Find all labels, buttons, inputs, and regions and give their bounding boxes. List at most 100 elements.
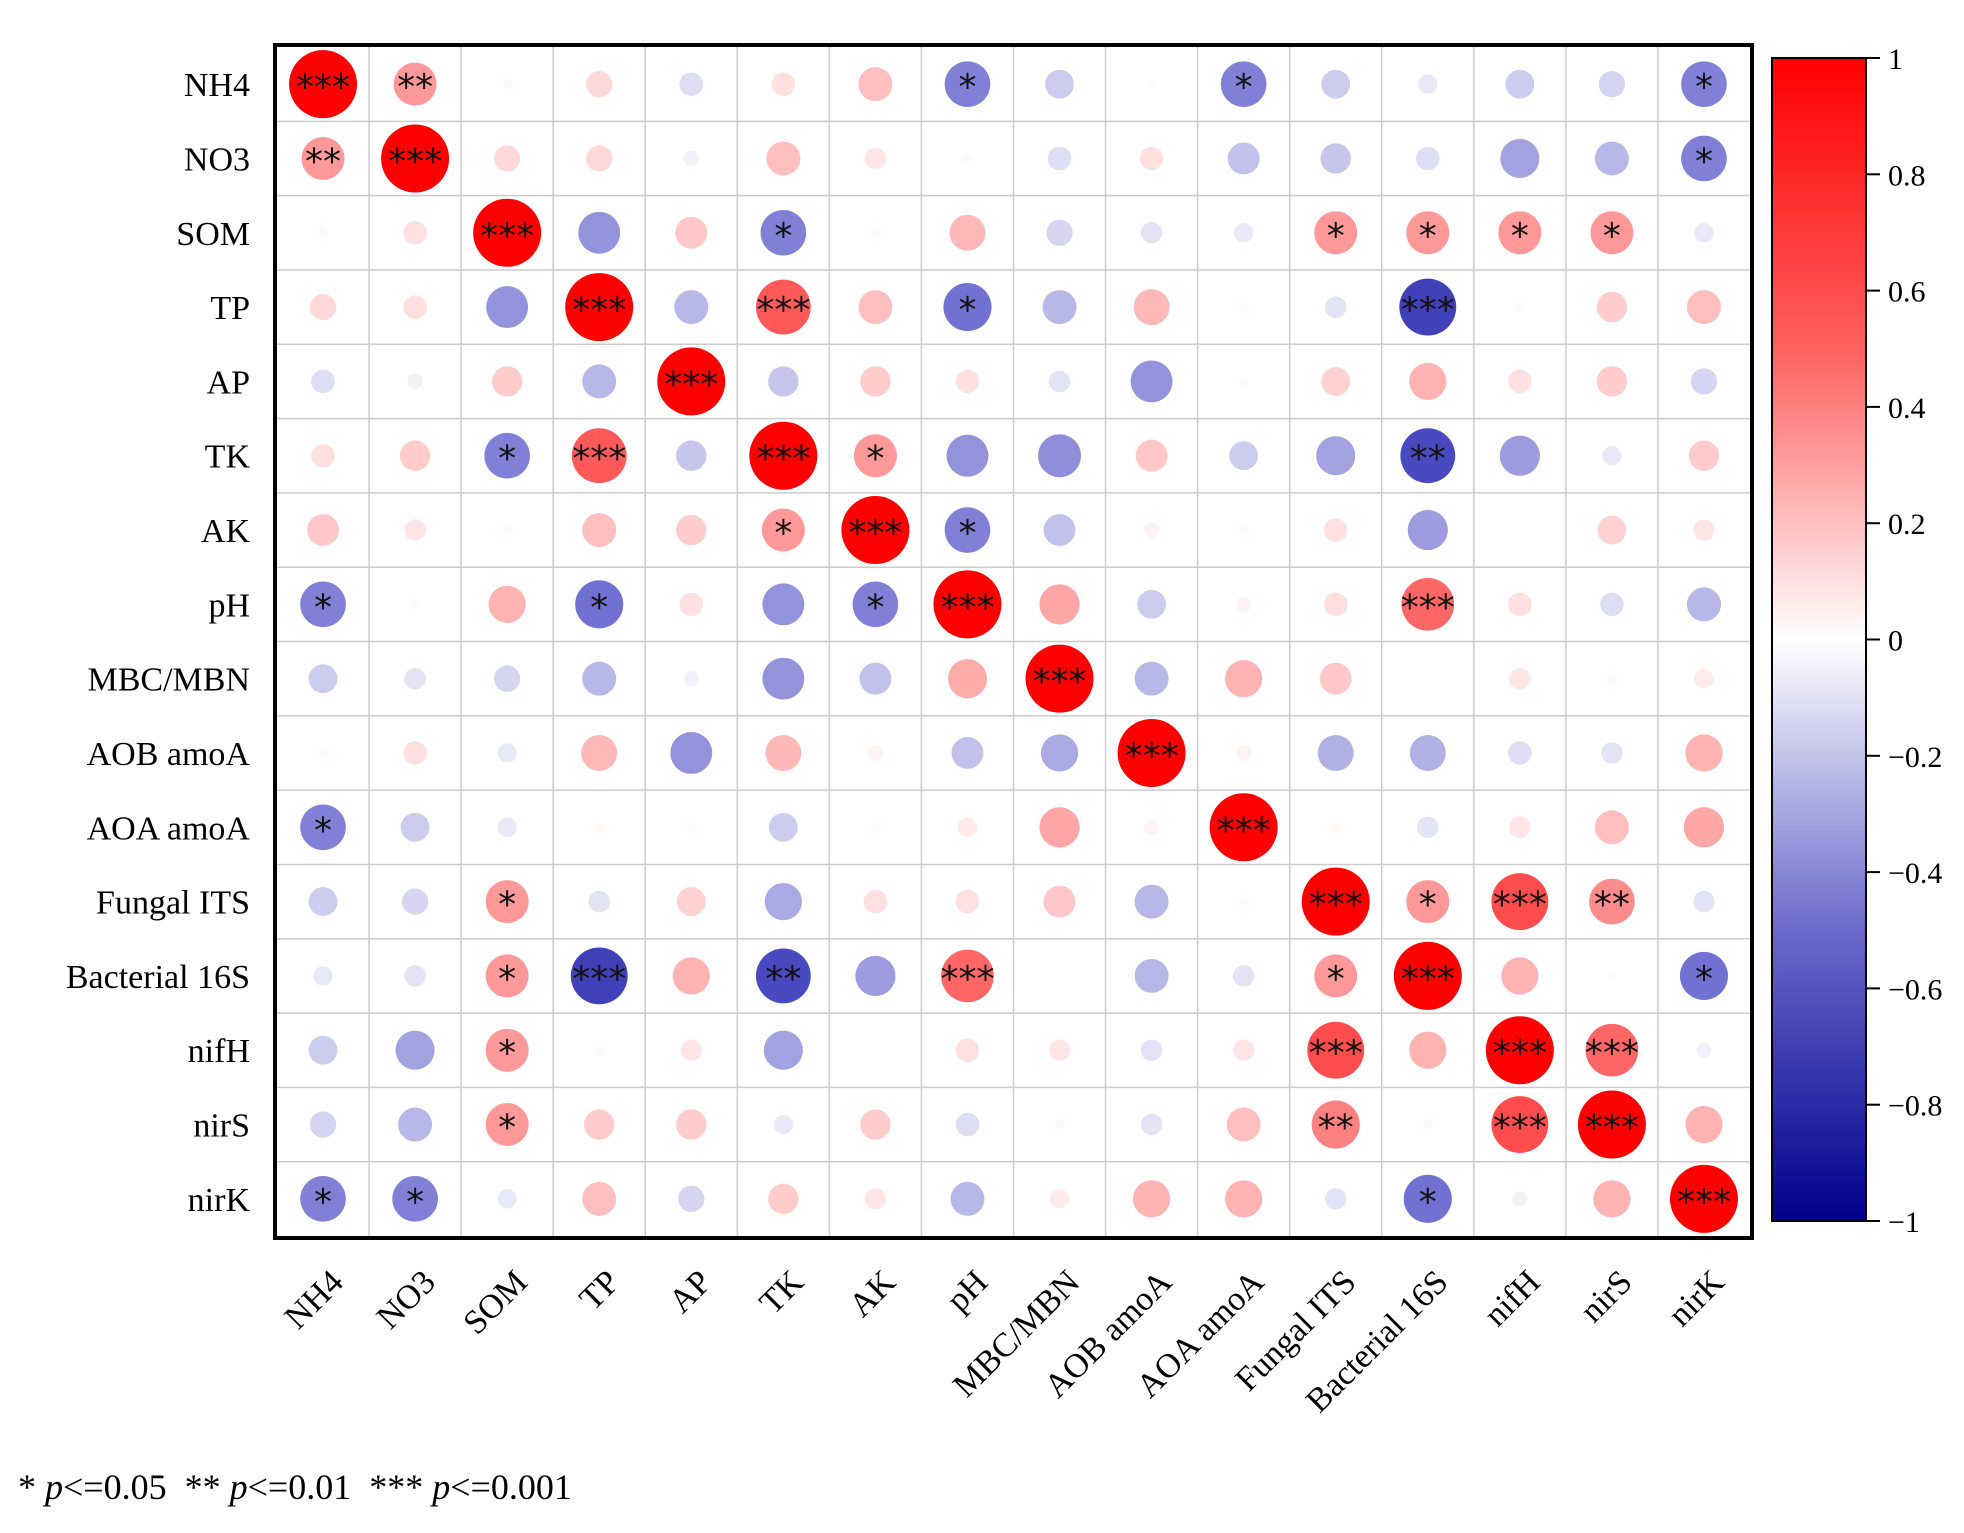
sig-mark-15-0: * <box>314 1182 332 1223</box>
sig-mark-7-0: * <box>314 587 332 628</box>
corr-circle-1-6 <box>864 147 887 170</box>
sig-mark-12-5: ** <box>765 959 801 1000</box>
sig-mark-13-11: *** <box>1309 1033 1363 1074</box>
corr-circle-0-10 <box>1220 61 1267 107</box>
corr-circle-4-7 <box>955 369 980 394</box>
corr-circle-9-12 <box>1409 734 1446 771</box>
row-label: NH4 <box>184 67 250 104</box>
row-label: pH <box>208 587 250 624</box>
sig-mark-10-10: *** <box>1217 810 1271 851</box>
corr-circle-9-0 <box>318 748 328 758</box>
corr-circle-14-15 <box>1685 1105 1723 1144</box>
corr-circle-5-3 <box>571 428 627 484</box>
corr-circle-14-3 <box>584 1109 615 1140</box>
corr-circle-15-13 <box>1512 1191 1528 1207</box>
corr-circle-2-8 <box>1046 219 1073 246</box>
corr-circle-15-1 <box>392 1176 438 1222</box>
footnote-p: p <box>45 1467 63 1507</box>
colorbar-tick-label: −1 <box>1888 1206 1920 1239</box>
sig-mark-7-3: * <box>590 587 608 628</box>
corr-circle-14-8 <box>1054 1119 1065 1130</box>
corr-circle-5-10 <box>1229 441 1259 471</box>
corr-circle-8-10 <box>1225 660 1263 698</box>
corr-circle-9-5 <box>765 734 802 771</box>
corr-circle-3-2 <box>486 286 529 329</box>
footnote-p: p <box>432 1467 451 1507</box>
corr-circle-0-2 <box>502 79 512 89</box>
sig-mark-11-2: * <box>498 885 516 926</box>
corr-circle-10-14 <box>1594 810 1629 845</box>
corr-circle-14-7 <box>955 1112 980 1137</box>
corr-circle-9-3 <box>581 734 618 771</box>
corr-circle-11-8 <box>1043 885 1076 918</box>
corr-circle-3-10 <box>1238 302 1249 312</box>
corr-circle-7-3 <box>575 580 624 629</box>
corr-circle-10-5 <box>768 812 798 842</box>
corr-circle-6-14 <box>1597 515 1627 545</box>
corr-circle-8-8 <box>1025 644 1094 713</box>
corr-circle-3-6 <box>858 290 893 325</box>
colorbar-tick-label: −0.4 <box>1888 857 1942 890</box>
corr-circle-7-10 <box>1236 596 1252 612</box>
corr-circle-9-11 <box>1317 734 1354 771</box>
row-label: Bacterial 16S <box>66 959 250 996</box>
col-label: TK <box>753 1263 812 1322</box>
corr-circle-4-2 <box>491 366 523 397</box>
row-label: TK <box>205 439 251 476</box>
corr-circle-2-5 <box>760 209 807 256</box>
corr-circle-7-6 <box>852 581 899 628</box>
corr-circle-0-9 <box>1146 79 1157 89</box>
corr-circle-4-10 <box>1238 376 1249 387</box>
colorbar-tick-label: 0 <box>1888 625 1903 658</box>
corr-circle-6-7 <box>944 507 991 553</box>
corr-circle-5-13 <box>1499 435 1540 476</box>
corr-circle-0-8 <box>1045 69 1074 99</box>
corr-circle-6-5 <box>761 508 805 552</box>
footnote-symbol: ** <box>166 1467 230 1507</box>
corr-circle-7-7 <box>933 570 1002 639</box>
sig-mark-4-4: *** <box>664 364 718 405</box>
sig-mark-12-11: * <box>1327 959 1345 1000</box>
corr-circle-7-2 <box>488 585 526 623</box>
corr-circle-11-4 <box>676 887 706 917</box>
corr-circle-5-7 <box>946 434 989 477</box>
corr-circle-8-0 <box>308 664 338 694</box>
sig-mark-3-5: *** <box>756 290 810 331</box>
col-label: SOM <box>457 1263 535 1341</box>
corr-circle-14-13 <box>1491 1096 1549 1153</box>
corr-circle-5-12 <box>1400 428 1456 484</box>
corr-circle-13-4 <box>680 1039 703 1061</box>
corr-circle-1-10 <box>1227 142 1260 175</box>
sig-mark-15-15: *** <box>1677 1182 1731 1223</box>
corr-circle-5-11 <box>1316 436 1356 476</box>
row-label: AK <box>201 513 251 550</box>
corr-circle-11-1 <box>401 888 429 915</box>
sig-mark-14-13: *** <box>1493 1108 1547 1149</box>
col-label: NO3 <box>370 1263 443 1336</box>
corr-circle-0-5 <box>771 72 796 96</box>
footnote-symbol: *** <box>351 1467 433 1507</box>
sig-mark-10-0: * <box>314 810 332 851</box>
corr-circle-15-2 <box>497 1189 517 1209</box>
corr-circle-13-14 <box>1585 1023 1639 1077</box>
corr-circle-15-7 <box>950 1181 985 1216</box>
corr-circle-2-15 <box>1694 223 1714 243</box>
corr-circle-1-4 <box>683 150 699 167</box>
corr-circle-1-5 <box>766 141 801 176</box>
corr-circle-2-10 <box>1234 223 1254 243</box>
row-label: SOM <box>176 216 250 253</box>
corr-circle-7-14 <box>1600 592 1624 617</box>
corr-circle-2-3 <box>578 211 621 254</box>
colorbar-tick-label: −0.2 <box>1888 741 1942 774</box>
colorbar-tick-label: 1 <box>1888 43 1903 76</box>
sig-mark-15-1: * <box>406 1182 424 1223</box>
footnote-symbol: * <box>18 1467 45 1507</box>
corr-circle-9-1 <box>403 741 427 765</box>
corr-circle-11-2 <box>485 880 529 924</box>
corr-circle-10-13 <box>1509 816 1531 839</box>
corr-circle-15-8 <box>1049 1189 1070 1209</box>
corr-circle-1-14 <box>1594 141 1629 176</box>
col-label: nirS <box>1573 1263 1639 1329</box>
corr-circle-14-14 <box>1577 1090 1646 1159</box>
corr-circle-4-13 <box>1508 369 1532 394</box>
